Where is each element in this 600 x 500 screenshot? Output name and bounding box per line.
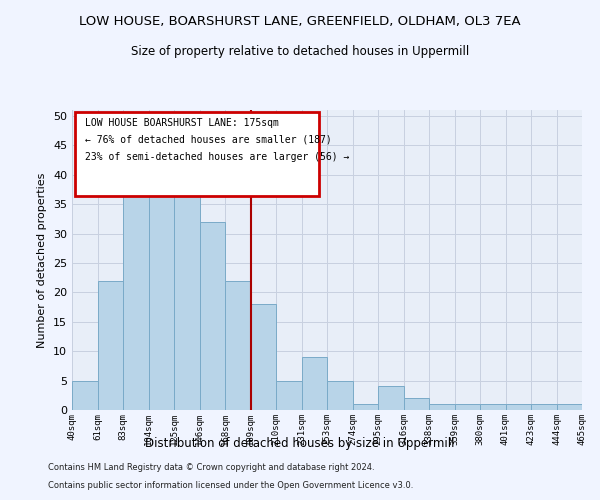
Bar — [455, 404, 480, 410]
Text: Size of property relative to detached houses in Uppermill: Size of property relative to detached ho… — [131, 45, 469, 58]
Text: 23% of semi-detached houses are larger (56) →: 23% of semi-detached houses are larger (… — [85, 152, 349, 162]
Bar — [327, 380, 353, 410]
Bar — [531, 404, 557, 410]
Bar — [174, 174, 199, 410]
Bar — [378, 386, 404, 410]
Bar — [123, 192, 149, 410]
Bar — [353, 404, 378, 410]
Y-axis label: Number of detached properties: Number of detached properties — [37, 172, 47, 348]
Bar — [276, 380, 302, 410]
Text: Distribution of detached houses by size in Uppermill: Distribution of detached houses by size … — [145, 438, 455, 450]
FancyBboxPatch shape — [74, 112, 319, 196]
Text: Contains HM Land Registry data © Crown copyright and database right 2024.: Contains HM Land Registry data © Crown c… — [48, 464, 374, 472]
Bar — [199, 222, 225, 410]
Bar — [72, 380, 97, 410]
Text: Contains public sector information licensed under the Open Government Licence v3: Contains public sector information licen… — [48, 481, 413, 490]
Bar — [505, 404, 531, 410]
Bar — [149, 163, 174, 410]
Text: ← 76% of detached houses are smaller (187): ← 76% of detached houses are smaller (18… — [85, 134, 331, 144]
Bar — [97, 280, 123, 410]
Bar — [251, 304, 276, 410]
Text: LOW HOUSE BOARSHURST LANE: 175sqm: LOW HOUSE BOARSHURST LANE: 175sqm — [85, 118, 278, 128]
Bar — [404, 398, 429, 410]
Text: LOW HOUSE, BOARSHURST LANE, GREENFIELD, OLDHAM, OL3 7EA: LOW HOUSE, BOARSHURST LANE, GREENFIELD, … — [79, 15, 521, 28]
Bar — [557, 404, 582, 410]
Bar — [302, 357, 327, 410]
Bar — [429, 404, 455, 410]
Bar — [480, 404, 505, 410]
Bar — [225, 280, 251, 410]
